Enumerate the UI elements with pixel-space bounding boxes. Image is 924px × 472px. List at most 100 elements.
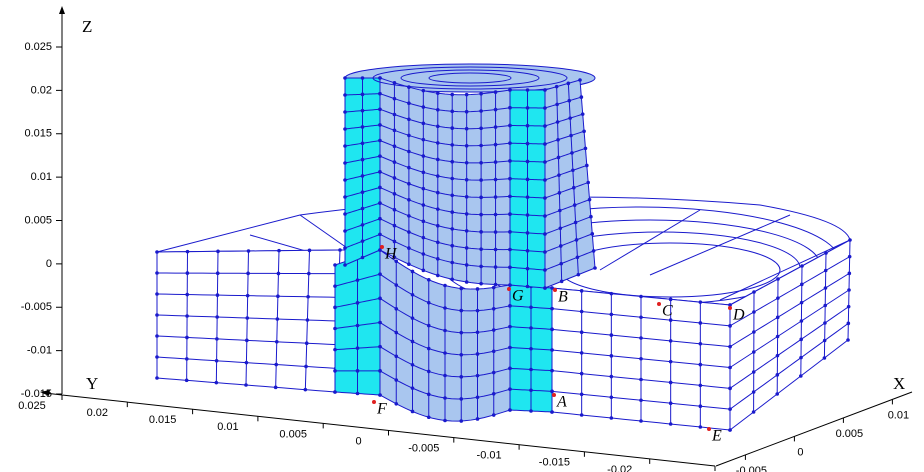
z-axis-label: Z xyxy=(82,17,92,36)
mesh-node xyxy=(776,277,780,281)
y-tick-label: -0.015 xyxy=(539,457,570,469)
mesh-node xyxy=(338,248,342,252)
mesh-node xyxy=(443,374,447,378)
mesh-node xyxy=(529,368,533,372)
mesh-node xyxy=(411,270,415,274)
mesh-node xyxy=(436,257,440,261)
mesh-node xyxy=(465,280,469,284)
mesh-node xyxy=(394,307,398,311)
point-label: E xyxy=(711,428,722,445)
mesh-node xyxy=(333,263,337,267)
mesh-node xyxy=(356,369,360,373)
mesh-node xyxy=(306,295,310,299)
mesh-node xyxy=(422,252,426,256)
mesh-node xyxy=(393,224,397,228)
mesh-node xyxy=(407,246,411,250)
mesh-node xyxy=(450,261,454,265)
mesh-node xyxy=(492,413,496,417)
mesh-node xyxy=(247,249,251,253)
mesh-node xyxy=(479,109,483,113)
y-tick-label: 0.005 xyxy=(279,428,307,440)
mesh-node xyxy=(610,375,614,379)
mesh-node xyxy=(543,196,547,200)
mesh-node xyxy=(436,108,440,112)
mesh-node xyxy=(494,90,498,94)
mesh-node xyxy=(823,339,827,343)
mesh-node xyxy=(407,134,411,138)
mesh-node xyxy=(508,387,512,391)
mesh-node xyxy=(669,422,673,426)
mesh-node xyxy=(411,386,415,390)
mesh-node xyxy=(450,194,454,198)
mesh-node xyxy=(407,182,411,186)
mesh-node xyxy=(577,273,581,277)
mesh-node xyxy=(592,249,596,253)
mesh-node xyxy=(508,212,512,216)
mesh-node xyxy=(492,392,496,396)
mesh-node xyxy=(450,227,454,231)
mesh-node xyxy=(378,154,382,158)
mesh-node xyxy=(436,224,440,228)
mesh-node xyxy=(580,372,584,376)
mesh-node xyxy=(422,122,426,126)
mesh-node xyxy=(465,246,469,250)
mesh-node xyxy=(185,336,189,340)
mesh-node xyxy=(479,196,483,200)
mesh-node xyxy=(465,229,469,233)
mesh-node xyxy=(558,209,562,213)
mesh-node xyxy=(479,265,483,269)
x-tick-label: 0.01 xyxy=(888,409,909,421)
mesh-node xyxy=(155,313,159,317)
mesh-node xyxy=(543,214,547,218)
mesh-node xyxy=(848,272,852,276)
mesh-node xyxy=(275,340,279,344)
mesh-node xyxy=(526,106,530,110)
mesh-node xyxy=(450,244,454,248)
y-tick-label: 0.015 xyxy=(149,414,177,426)
mesh-node xyxy=(450,177,454,181)
mesh-node xyxy=(465,127,469,131)
mesh-node xyxy=(393,176,397,180)
mesh-node xyxy=(450,160,454,164)
mesh-node xyxy=(333,327,337,331)
mesh-node xyxy=(476,396,480,400)
mesh-node xyxy=(567,82,571,86)
mesh-node xyxy=(580,289,584,293)
mesh-node xyxy=(570,151,574,155)
mesh-node xyxy=(422,269,426,273)
mesh-node xyxy=(443,306,447,310)
point-label: B xyxy=(558,289,568,306)
x-tick-label: -0.005 xyxy=(736,465,767,472)
x-tick-label: 0.005 xyxy=(836,428,864,440)
mesh-node xyxy=(422,171,426,175)
mesh-node xyxy=(427,415,431,419)
mesh-node xyxy=(508,88,512,92)
y-tick-label: 0.02 xyxy=(87,407,108,419)
y-tick-label: -0.02 xyxy=(607,464,632,472)
mesh-node xyxy=(378,76,382,80)
mesh-node xyxy=(800,264,804,268)
mesh-node xyxy=(155,250,159,254)
mesh-node xyxy=(555,103,559,107)
mesh-node xyxy=(847,322,851,326)
mesh-node xyxy=(407,101,411,105)
mesh-node xyxy=(155,355,159,359)
mesh-node xyxy=(361,109,365,113)
mesh-node xyxy=(752,390,756,394)
mesh-node xyxy=(394,331,398,335)
mesh-node xyxy=(585,164,589,168)
point-label: H xyxy=(384,246,398,263)
mesh-node xyxy=(450,210,454,214)
mesh-node xyxy=(526,88,530,92)
mesh-node xyxy=(393,81,397,85)
mesh-node xyxy=(800,301,804,305)
mesh-node xyxy=(508,248,512,252)
mesh-node xyxy=(699,342,703,346)
mesh-node xyxy=(422,236,426,240)
mesh-node xyxy=(580,310,584,314)
mesh-node xyxy=(824,269,828,273)
mesh-node xyxy=(436,125,440,129)
mesh-node xyxy=(343,127,347,131)
mesh-node xyxy=(610,416,614,420)
mesh-node xyxy=(550,307,554,311)
